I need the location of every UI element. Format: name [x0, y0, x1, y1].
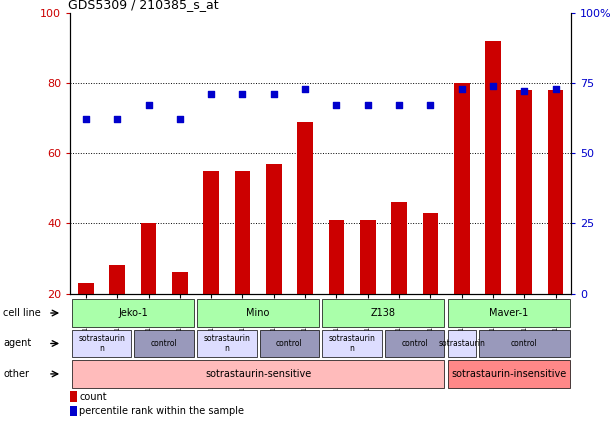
Point [81, 116, 91, 123]
Bar [548, 90, 563, 294]
Bar [78, 283, 93, 294]
Bar [448, 330, 476, 357]
Text: sotrastaurin-insensitive: sotrastaurin-insensitive [451, 369, 566, 379]
Point [519, 88, 529, 95]
Bar [197, 299, 319, 327]
Bar [323, 299, 444, 327]
Bar [203, 170, 219, 294]
Point [425, 102, 435, 109]
Bar [454, 83, 469, 294]
Point [300, 85, 310, 92]
Bar [298, 121, 313, 294]
Bar [235, 170, 251, 294]
Bar [360, 220, 376, 294]
Text: Mino: Mino [246, 308, 270, 318]
Text: other: other [3, 369, 29, 379]
Point [269, 91, 279, 98]
Text: sotrastaurin
n: sotrastaurin n [203, 334, 251, 353]
Text: control: control [401, 339, 428, 348]
Bar [323, 330, 382, 357]
Text: control: control [276, 339, 303, 348]
Point [175, 116, 185, 123]
Bar [72, 299, 194, 327]
Text: sotrastaurin
n: sotrastaurin n [329, 334, 376, 353]
Point [207, 91, 216, 98]
Bar [70, 391, 76, 401]
Text: Maver-1: Maver-1 [489, 308, 529, 318]
Text: sotrastaurin-sensitive: sotrastaurin-sensitive [205, 369, 311, 379]
Bar [134, 330, 194, 357]
Point [363, 102, 373, 109]
Bar [260, 330, 319, 357]
Text: control: control [151, 339, 178, 348]
Bar [329, 220, 344, 294]
Point [488, 82, 498, 89]
Text: count: count [79, 392, 107, 401]
Bar [141, 223, 156, 294]
Text: sotrastaurin: sotrastaurin [438, 339, 485, 348]
Point [551, 85, 560, 92]
Point [457, 85, 467, 92]
Point [238, 91, 247, 98]
Bar [385, 330, 444, 357]
Bar [172, 272, 188, 294]
Bar [266, 164, 282, 294]
Text: Jeko-1: Jeko-1 [118, 308, 148, 318]
Text: percentile rank within the sample: percentile rank within the sample [79, 407, 244, 416]
Text: GDS5309 / 210385_s_at: GDS5309 / 210385_s_at [68, 0, 218, 11]
Bar [448, 360, 569, 387]
Text: Z138: Z138 [371, 308, 396, 318]
Bar [423, 213, 438, 294]
Bar [479, 330, 569, 357]
Bar [70, 406, 76, 416]
Point [332, 102, 342, 109]
Bar [109, 266, 125, 294]
Bar [72, 330, 131, 357]
Point [144, 102, 153, 109]
Point [394, 102, 404, 109]
Text: sotrastaurin
n: sotrastaurin n [78, 334, 125, 353]
Point [112, 116, 122, 123]
Text: agent: agent [3, 338, 31, 349]
Bar [485, 41, 501, 294]
Bar [516, 90, 532, 294]
Bar [197, 330, 257, 357]
Bar [391, 202, 407, 294]
Bar [72, 360, 444, 387]
Text: cell line: cell line [3, 308, 41, 318]
Bar [448, 299, 569, 327]
Text: control: control [511, 339, 538, 348]
